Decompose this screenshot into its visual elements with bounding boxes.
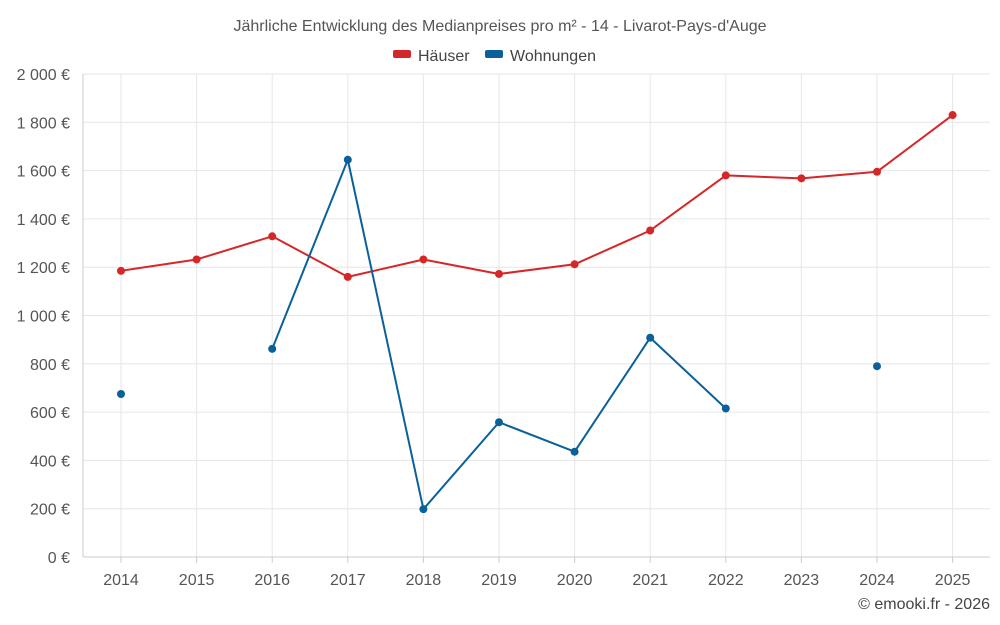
y-tick-label: 1 600 € — [17, 164, 70, 181]
data-point-haeuser-2017[interactable] — [343, 272, 352, 281]
legend: Häuser Wohnungen — [393, 48, 596, 65]
data-point-haeuser-2021[interactable] — [646, 226, 655, 235]
data-point-wohnungen-2019[interactable] — [495, 418, 503, 427]
data-point-wohnungen-2014[interactable] — [117, 389, 125, 398]
series-haeuser — [117, 111, 957, 281]
data-point-haeuser-2023[interactable] — [797, 174, 806, 183]
data-point-haeuser-2014[interactable] — [117, 266, 125, 275]
legend-item-haeuser[interactable]: Häuser — [393, 48, 470, 65]
legend-swatch-wohnungen — [485, 50, 503, 58]
data-point-haeuser-2015[interactable] — [192, 255, 201, 264]
legend-label-wohnungen: Wohnungen — [510, 48, 596, 65]
data-point-haeuser-2019[interactable] — [495, 269, 503, 278]
legend-item-wohnungen[interactable]: Wohnungen — [485, 48, 596, 65]
x-tick-label: 2025 — [935, 572, 971, 589]
y-tick-label: 1 800 € — [17, 115, 70, 132]
y-tick-label: 1 200 € — [17, 260, 70, 277]
plot-area — [117, 111, 957, 514]
y-tick-label: 2 000 € — [17, 67, 70, 84]
x-tick-label: 2024 — [859, 572, 895, 589]
x-tick-label: 2016 — [254, 572, 290, 589]
credit-text: © emooki.fr - 2026 — [858, 596, 990, 613]
y-tick-label: 200 € — [30, 502, 70, 519]
y-tick-label: 400 € — [30, 453, 70, 470]
data-point-wohnungen-2022[interactable] — [721, 404, 730, 413]
series-wohnungen — [117, 155, 881, 514]
legend-label-haeuser: Häuser — [418, 48, 470, 65]
legend-swatch-haeuser — [393, 50, 411, 58]
grid — [83, 73, 990, 557]
data-point-haeuser-2024[interactable] — [873, 167, 881, 176]
x-tick-label: 2021 — [632, 572, 668, 589]
x-tick-label: 2020 — [557, 572, 593, 589]
data-point-wohnungen-2018[interactable] — [419, 505, 428, 514]
data-point-wohnungen-2020[interactable] — [570, 447, 579, 456]
x-tick-label: 2015 — [179, 572, 215, 589]
data-point-haeuser-2025[interactable] — [948, 111, 957, 120]
x-tick-label: 2019 — [481, 572, 517, 589]
y-tick-label: 800 € — [30, 357, 70, 374]
data-point-wohnungen-2016[interactable] — [268, 344, 277, 353]
data-point-wohnungen-2024[interactable] — [873, 362, 881, 371]
axes: 0 € 200 € 400 € 600 € 800 € 1 000 € 1 200 € 1 4… — [17, 67, 990, 589]
data-point-wohnungen-2017[interactable] — [343, 155, 352, 164]
data-point-haeuser-2022[interactable] — [721, 171, 730, 180]
x-tick-label: 2023 — [784, 572, 820, 589]
x-tick-label: 2018 — [406, 572, 442, 589]
data-point-haeuser-2020[interactable] — [570, 260, 579, 269]
x-tick-label: 2014 — [103, 572, 139, 589]
data-point-haeuser-2018[interactable] — [419, 255, 428, 264]
y-tick-label: 0 € — [48, 550, 70, 567]
data-point-wohnungen-2021[interactable] — [646, 333, 655, 342]
x-tick-label: 2022 — [708, 572, 744, 589]
chart-title: Jährliche Entwicklung des Medianpreises … — [233, 18, 766, 35]
x-tick-label: 2017 — [330, 572, 366, 589]
series-line-haeuser — [120, 114, 954, 278]
y-tick-label: 600 € — [30, 405, 70, 422]
y-tick-label: 1 400 € — [17, 212, 70, 229]
data-point-haeuser-2016[interactable] — [268, 232, 277, 241]
y-tick-label: 1 000 € — [17, 309, 70, 326]
